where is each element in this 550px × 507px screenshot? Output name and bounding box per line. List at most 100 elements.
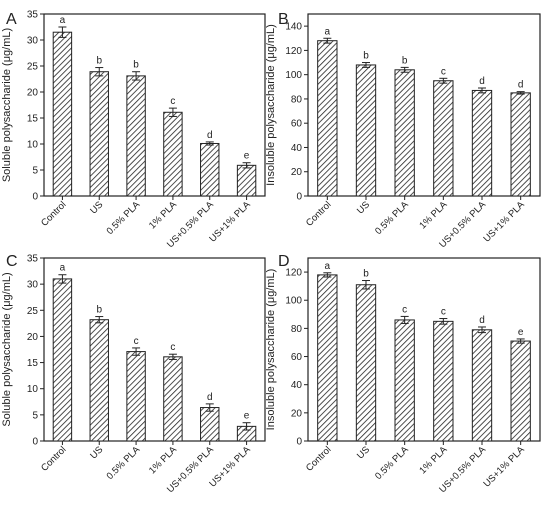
bar [126, 351, 146, 442]
x-tick-label: US [88, 199, 105, 216]
y-tick-label: 15 [27, 114, 39, 125]
significance-letter: c [441, 66, 446, 77]
panel-d-frame [307, 257, 541, 442]
significance-letter: d [207, 130, 213, 141]
y-tick-label: 80 [291, 94, 303, 105]
y-tick-label: 20 [27, 332, 39, 343]
y-tick-label: 0 [296, 192, 302, 203]
y-tick-label: 35 [27, 254, 39, 265]
significance-letter: d [207, 392, 213, 403]
y-tick-label: 60 [291, 352, 303, 363]
panel-a: A 0 5 10 15 20 25 30 35 Soluble polysaccharide (μ… [1, 10, 266, 250]
bar [394, 69, 415, 197]
x-tick-label: Control [39, 444, 68, 473]
bar [394, 319, 415, 442]
x-tick-label: Control [304, 444, 333, 473]
y-tick-label: 20 [291, 408, 303, 419]
x-tick-label: 1% PLA [147, 444, 180, 477]
bar [510, 92, 531, 197]
y-tick-label: 15 [27, 358, 39, 369]
y-tick-label: 60 [291, 119, 303, 130]
x-tick-label: US [355, 199, 372, 216]
y-tick-label: 30 [27, 36, 39, 47]
bar [89, 319, 109, 442]
bar [510, 340, 531, 442]
x-tick-label: Control [39, 199, 68, 228]
y-tick-label: 35 [27, 10, 39, 21]
y-tick-label: 25 [27, 62, 39, 73]
significance-letter: b [133, 60, 139, 71]
bar [52, 31, 73, 197]
y-tick-label: 0 [32, 192, 38, 203]
significance-letter: c [170, 342, 175, 353]
y-tick-label: 40 [291, 380, 303, 391]
significance-letter: c [134, 336, 139, 347]
panel-d-letter: D [278, 253, 290, 270]
significance-letter: b [96, 305, 102, 316]
y-tick-label: 25 [27, 306, 39, 317]
significance-letter: d [479, 315, 485, 326]
x-tick-label: 0.5% PLA [105, 199, 143, 237]
significance-letter: a [60, 15, 66, 26]
y-axis-label: Insoluble polysaccharide (μg/mL) [265, 269, 277, 431]
y-tick-label: 80 [291, 324, 303, 335]
y-tick-label: 100 [285, 296, 302, 307]
significance-letter: b [363, 269, 369, 280]
panel-b-frame [307, 13, 541, 197]
x-tick-label: US [355, 444, 372, 461]
bar [355, 64, 377, 197]
y-tick-label: 10 [27, 384, 39, 395]
y-tick-label: 0 [32, 437, 38, 448]
bar [355, 284, 377, 442]
y-tick-label: 5 [32, 166, 38, 177]
bar [163, 111, 183, 197]
y-tick-label: 30 [27, 280, 39, 291]
significance-letter: d [518, 80, 524, 91]
panel-b: B 0 20 40 60 80 100 120 140 Insoluble polysacchar… [265, 11, 541, 250]
panel-c: C 0 5 10 15 20 25 30 35 Soluble polysaccharide (μ… [1, 253, 266, 495]
significance-letter: a [325, 26, 331, 37]
x-tick-label: US+1% PLA [481, 199, 527, 245]
y-axis-label: Insoluble polysaccharide (μg/mL) [265, 24, 277, 186]
x-tick-label: 0.5% PLA [373, 199, 411, 237]
significance-letter: a [325, 261, 331, 272]
significance-letter: b [363, 51, 369, 62]
y-tick-label: 120 [285, 46, 302, 57]
bar [89, 71, 109, 197]
bar [126, 75, 146, 197]
bar [433, 80, 454, 197]
y-tick-label: 10 [27, 140, 39, 151]
panel-c-letter: C [6, 253, 18, 270]
y-tick-label: 20 [27, 88, 39, 99]
bar [317, 274, 338, 442]
bar [471, 89, 493, 197]
x-tick-label: 0.5% PLA [105, 444, 143, 482]
panel-c-frame [43, 257, 266, 442]
x-tick-label: 1% PLA [417, 199, 450, 232]
y-tick-label: 40 [291, 143, 303, 154]
panel-b-letter: B [278, 11, 289, 28]
bar [200, 142, 220, 197]
panel-d: D 0 20 40 60 80 100 120 Insoluble polysaccharide… [265, 253, 541, 495]
y-tick-label: 140 [285, 22, 302, 33]
panel-a-letter: A [6, 11, 17, 28]
y-axis-label: Soluble polysaccharide (μg/mL) [1, 28, 13, 182]
significance-letter: e [244, 411, 250, 422]
x-tick-label: 0.5% PLA [373, 444, 411, 482]
y-axis-label: Soluble polysaccharide (μg/mL) [1, 272, 13, 426]
bar [317, 40, 338, 197]
x-tick-label: US [88, 444, 105, 461]
significance-letter: c [170, 96, 175, 107]
x-tick-label: 1% PLA [417, 444, 450, 477]
y-tick-label: 100 [285, 70, 302, 81]
panel-a-frame [43, 13, 266, 197]
bar [200, 407, 220, 442]
y-tick-label: 0 [296, 437, 302, 448]
y-tick-label: 20 [291, 167, 303, 178]
bar [163, 356, 183, 442]
x-tick-label: US+1% PLA [481, 444, 527, 490]
significance-letter: e [518, 327, 524, 338]
bar [52, 278, 73, 442]
y-tick-label: 5 [32, 410, 38, 421]
